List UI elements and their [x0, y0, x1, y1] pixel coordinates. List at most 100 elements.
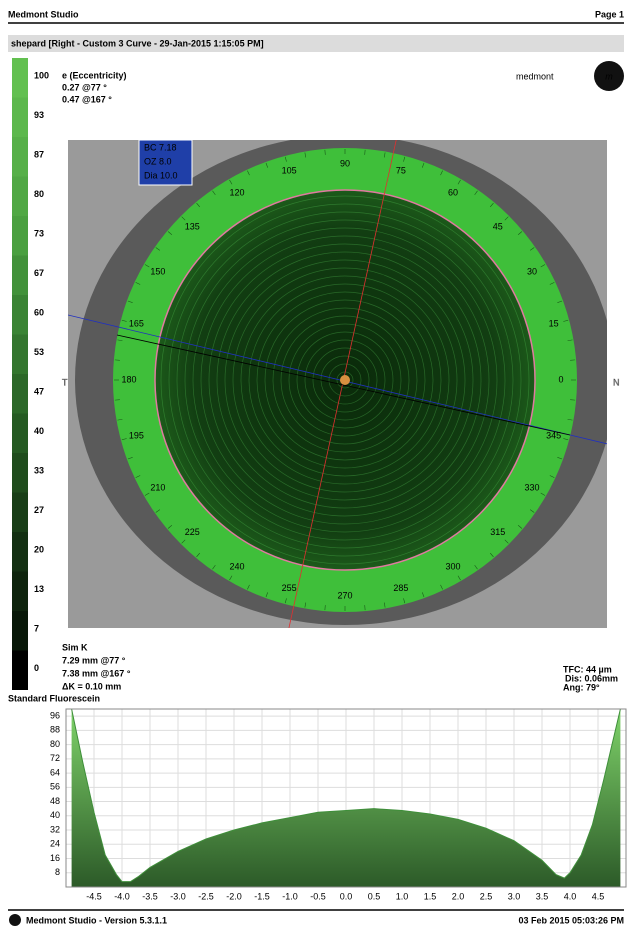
- scale-label: 7: [34, 623, 39, 633]
- lens-line: Dia 10.0: [144, 170, 178, 180]
- scale-swatch: [12, 453, 28, 493]
- scale-label: 53: [34, 347, 44, 357]
- scale-swatch: [12, 374, 28, 414]
- scale-label: 87: [34, 149, 44, 159]
- scale-label: 20: [34, 544, 44, 554]
- scale-label: 47: [34, 386, 44, 396]
- scale-swatch: [12, 651, 28, 691]
- scale-swatch: [12, 256, 28, 296]
- scale-swatch: [12, 177, 28, 217]
- scale-label: 27: [34, 505, 44, 515]
- angle-label: 225: [185, 527, 200, 537]
- y-tick-label: 72: [50, 753, 60, 763]
- angle-label: 270: [337, 590, 352, 600]
- scale-label: 13: [34, 584, 44, 594]
- y-tick-label: 32: [50, 824, 60, 834]
- profile-chart: 81624324048566472808896-4.5-4.0-3.5-3.0-…: [50, 709, 626, 901]
- x-tick-label: 4.5: [592, 891, 605, 901]
- page-number: Page 1: [595, 9, 624, 19]
- scale-label: 33: [34, 465, 44, 475]
- y-tick-label: 96: [50, 710, 60, 720]
- scale-label: 0: [34, 663, 39, 673]
- angle-label: 300: [445, 561, 460, 571]
- report: Medmont Studio Page 1 shepard [Right - C…: [0, 0, 631, 933]
- angle-label: 135: [185, 222, 200, 232]
- angle-label: 15: [549, 318, 559, 328]
- scale-label: 40: [34, 426, 44, 436]
- simk-title: Sim K: [62, 642, 88, 652]
- footer-version: Medmont Studio - Version 5.3.1.1: [26, 915, 167, 925]
- footer-date: 03 Feb 2015 05:03:26 PM: [518, 915, 624, 925]
- angle-label: 150: [150, 266, 165, 276]
- x-tick-label: -2.0: [226, 891, 242, 901]
- scale-label: 80: [34, 189, 44, 199]
- angle-label: 75: [396, 166, 406, 176]
- x-tick-label: 1.0: [396, 891, 409, 901]
- lens-line: BC 7.18: [144, 142, 177, 152]
- y-tick-label: 80: [50, 739, 60, 749]
- angle-label: 120: [229, 187, 244, 197]
- angle-label: 105: [282, 166, 297, 176]
- tfc-line: Ang: 79°: [563, 682, 600, 692]
- angle-label: 45: [493, 222, 503, 232]
- x-tick-label: -0.5: [310, 891, 326, 901]
- angle-label: 60: [448, 187, 458, 197]
- y-tick-label: 88: [50, 725, 60, 735]
- scale-swatch: [12, 572, 28, 612]
- logo-m: m: [605, 71, 613, 81]
- x-tick-label: 2.5: [480, 891, 493, 901]
- fluor-label: Standard Fluorescein: [8, 693, 100, 703]
- x-tick-label: -1.0: [282, 891, 298, 901]
- simk-line: ΔK = 0.10 mm: [62, 681, 121, 691]
- x-tick-label: -1.5: [254, 891, 270, 901]
- y-tick-label: 56: [50, 782, 60, 792]
- ecc-line: 0.27 @77 °: [62, 82, 107, 92]
- angle-label: 330: [525, 482, 540, 492]
- scale-swatch: [12, 493, 28, 533]
- y-tick-label: 64: [50, 767, 60, 777]
- scale-swatch: [12, 216, 28, 256]
- angle-label: 210: [150, 482, 165, 492]
- x-tick-label: -2.5: [198, 891, 214, 901]
- scale-label: 93: [34, 110, 44, 120]
- x-tick-label: 3.0: [508, 891, 521, 901]
- angle-label: 195: [129, 430, 144, 440]
- x-tick-label: 4.0: [564, 891, 577, 901]
- y-tick-label: 16: [50, 853, 60, 863]
- angle-label: 240: [229, 561, 244, 571]
- angle-label: 90: [340, 158, 350, 168]
- scale-swatch: [12, 295, 28, 335]
- angle-label: 345: [546, 430, 561, 440]
- side-label: N: [613, 377, 620, 387]
- scale-swatch: [12, 98, 28, 138]
- angle-label: 180: [121, 374, 136, 384]
- page: Medmont Studio Page 1 shepard [Right - C…: [0, 0, 631, 933]
- angle-label: 30: [527, 266, 537, 276]
- y-tick-label: 48: [50, 796, 60, 806]
- angle-label: 0: [558, 374, 563, 384]
- x-tick-label: -4.0: [114, 891, 130, 901]
- simk-line: 7.29 mm @77 °: [62, 655, 126, 665]
- scale-swatch: [12, 335, 28, 375]
- angle-label: 315: [490, 527, 505, 537]
- x-tick-label: 1.5: [424, 891, 437, 901]
- ecc-line: 0.47 @167 °: [62, 94, 112, 104]
- simk-line: 7.38 mm @167 °: [62, 668, 131, 678]
- app-name: Medmont Studio: [8, 9, 79, 19]
- y-tick-label: 8: [55, 867, 60, 877]
- scale-label: 60: [34, 307, 44, 317]
- x-tick-label: -3.5: [142, 891, 158, 901]
- y-tick-label: 40: [50, 810, 60, 820]
- scale-label: 67: [34, 268, 44, 278]
- x-tick-label: -3.0: [170, 891, 186, 901]
- scale-swatch: [12, 137, 28, 177]
- angle-label: 285: [393, 583, 408, 593]
- scale-label: 100: [34, 70, 49, 80]
- angle-label: 255: [282, 583, 297, 593]
- scale-swatch: [12, 611, 28, 651]
- x-tick-label: 2.0: [452, 891, 465, 901]
- scale-swatch: [12, 58, 28, 98]
- x-tick-label: 0.5: [368, 891, 381, 901]
- y-tick-label: 24: [50, 839, 60, 849]
